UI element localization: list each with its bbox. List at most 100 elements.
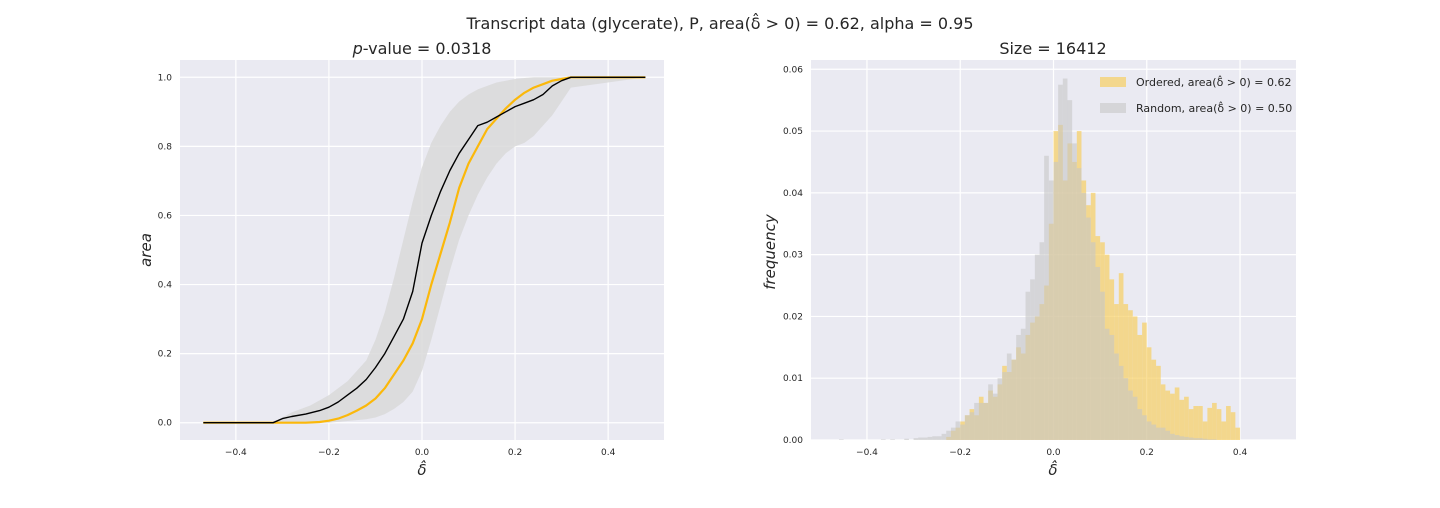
- random-bar: [950, 427, 956, 440]
- random-bar: [1048, 180, 1054, 441]
- ordered-bar: [1170, 393, 1175, 440]
- random-bar: [1114, 353, 1119, 440]
- random-bar: [1006, 353, 1012, 440]
- ordered-bar: [1156, 365, 1161, 440]
- y-tick-label: 0.02: [783, 312, 803, 322]
- random-bar: [941, 433, 947, 440]
- y-tick-label: 1.0: [158, 73, 173, 83]
- random-bar: [1132, 396, 1138, 440]
- random-bar: [936, 436, 942, 440]
- ordered-bar: [1160, 384, 1166, 440]
- y-tick-label: 0.2: [158, 350, 172, 360]
- random-bar: [1109, 334, 1115, 440]
- random-bar: [932, 436, 937, 440]
- random-bar: [1118, 365, 1124, 440]
- x-tick-label: −0.2: [318, 448, 340, 458]
- random-bar: [1030, 279, 1035, 440]
- x-tick-label: 0.2: [508, 448, 522, 458]
- ordered-bar: [1198, 406, 1203, 440]
- random-bar: [1151, 424, 1157, 440]
- x-axis-label: δ̂: [417, 459, 426, 479]
- x-tick-label: 0.0: [415, 448, 430, 458]
- ordered-bar: [1137, 334, 1143, 440]
- ordered-bar: [1174, 387, 1180, 440]
- ordered-bar: [1142, 322, 1147, 440]
- random-bar: [1207, 439, 1213, 440]
- x-tick-label: −0.4: [856, 448, 878, 458]
- random-bar: [960, 424, 965, 440]
- random-bar: [1011, 359, 1017, 440]
- y-tick-label: 0.06: [783, 65, 803, 75]
- ordered-bar: [1165, 390, 1171, 440]
- random-bar: [838, 439, 844, 440]
- ordered-bar: [1212, 402, 1217, 440]
- random-bar: [922, 437, 928, 440]
- ordered-bar: [1226, 406, 1231, 440]
- ordered-bar: [1123, 304, 1129, 440]
- y-tick-label: 0.03: [783, 251, 803, 261]
- random-bar: [1076, 168, 1082, 440]
- random-bar: [1002, 372, 1007, 440]
- random-bar: [1067, 100, 1073, 440]
- random-bar: [1025, 291, 1031, 440]
- random-bar: [1193, 438, 1199, 440]
- random-bar: [1188, 437, 1194, 440]
- y-tick-label: 0.04: [783, 189, 803, 199]
- panel-title: Size = 16412: [999, 39, 1106, 58]
- random-bar: [964, 415, 970, 440]
- x-tick-label: 0.4: [601, 448, 616, 458]
- ordered-bar: [1179, 399, 1185, 440]
- random-bar: [890, 439, 895, 440]
- ordered-bar: [1128, 310, 1133, 440]
- random-bar: [1104, 328, 1110, 440]
- random-bar: [992, 393, 998, 440]
- random-bar: [1123, 378, 1129, 440]
- y-tick-label: 0.01: [783, 374, 803, 384]
- random-bar: [1053, 161, 1059, 440]
- y-tick-label: 0.05: [783, 127, 803, 137]
- ordered-bar: [1193, 406, 1199, 440]
- ordered-bar: [1202, 421, 1208, 440]
- x-tick-label: 0.2: [1140, 448, 1154, 458]
- ordered-bar: [1132, 316, 1138, 440]
- random-bar: [1086, 217, 1091, 440]
- random-bar: [1128, 390, 1133, 440]
- random-bar: [983, 402, 989, 440]
- random-bar: [1090, 242, 1096, 440]
- random-bar: [969, 412, 975, 440]
- y-tick-label: 0.8: [158, 142, 173, 152]
- random-bar: [1039, 242, 1045, 440]
- random-bar: [988, 384, 993, 440]
- random-bar: [974, 402, 979, 440]
- random-bar: [880, 439, 886, 440]
- random-bar: [927, 436, 933, 440]
- ordered-bar: [1235, 427, 1241, 440]
- y-tick-label: 0.0: [158, 419, 173, 429]
- ordered-bar: [1118, 273, 1124, 440]
- random-bar: [955, 421, 961, 440]
- x-tick-label: −0.2: [949, 448, 971, 458]
- random-bar: [997, 378, 1003, 440]
- ordered-bar: [1151, 359, 1157, 440]
- x-axis-label: δ̂: [1048, 459, 1057, 479]
- random-bar: [1020, 328, 1026, 440]
- legend-label-ordered: Ordered, area(δ̂ > 0) = 0.62: [1136, 75, 1292, 89]
- random-bar: [1202, 438, 1208, 440]
- random-bar: [1095, 266, 1101, 440]
- random-bar: [1100, 291, 1105, 440]
- random-bar: [1142, 415, 1147, 440]
- legend-label-random: Random, area(δ̂ > 0) = 0.50: [1136, 101, 1292, 115]
- ordered-bar: [1188, 409, 1194, 440]
- legend: Ordered, area(δ̂ > 0) = 0.62 Random, area…: [1100, 75, 1292, 115]
- histogram-panel: −0.4 −0.2 0.0 0.2 0.4 0.00 0.01 0.02 0.03 0.04 0.…: [761, 39, 1296, 479]
- random-bar: [1081, 192, 1087, 440]
- legend-swatch-random: [1100, 103, 1126, 113]
- ordered-bar: [1207, 407, 1213, 440]
- ordered-bar: [1221, 421, 1227, 440]
- x-tick-label: 0.0: [1046, 448, 1061, 458]
- random-bar: [1016, 334, 1021, 440]
- ordered-bar: [1216, 409, 1222, 440]
- random-bar: [1179, 436, 1185, 440]
